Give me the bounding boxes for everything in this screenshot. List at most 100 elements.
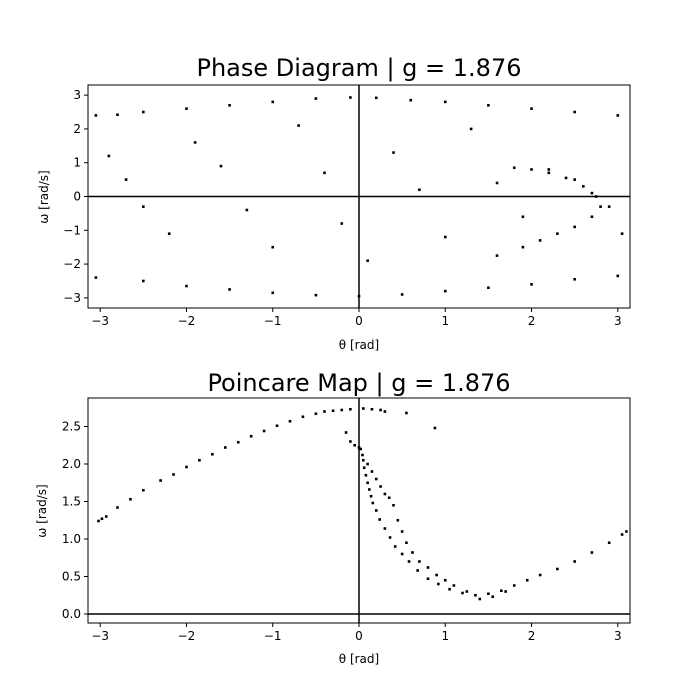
- poincare-map-point: [426, 577, 430, 581]
- poincare-map-point: [198, 458, 201, 462]
- poincare-map-point: [359, 447, 363, 451]
- phase-diagram-point: [620, 232, 624, 235]
- phase-diagram-point: [538, 239, 542, 242]
- phase-diagram-point: [400, 293, 404, 296]
- phase-diagram-point: [185, 107, 188, 110]
- poincare-map-point: [340, 408, 344, 412]
- poincare-map-xtick-label: −1: [264, 629, 282, 643]
- poincare-map-point: [349, 440, 352, 443]
- poincare-map-xtick-label: −2: [178, 629, 196, 643]
- phase-diagram-point: [599, 205, 602, 208]
- poincare-map-point: [104, 515, 108, 518]
- phase-diagram-point: [228, 103, 231, 107]
- poincare-map-xlabel: θ [rad]: [339, 652, 379, 666]
- phase-diagram-point: [142, 279, 145, 283]
- phase-diagram-point: [547, 168, 551, 171]
- poincare-map-point: [378, 518, 381, 521]
- phase-diagram-xtick-label: 0: [355, 314, 363, 328]
- poincare-map-point: [383, 527, 387, 530]
- poincare-map-xtick-label: −3: [91, 629, 109, 643]
- poincare-map-point: [366, 481, 369, 485]
- phase-diagram-point: [107, 154, 111, 158]
- poincare-map-point: [370, 407, 374, 411]
- poincare-map-point: [433, 426, 437, 430]
- phase-diagram-point: [530, 168, 533, 171]
- phase-diagram-point: [297, 124, 300, 127]
- phase-diagram-point: [245, 208, 249, 212]
- phase-diagram-point: [409, 98, 413, 102]
- phase-diagram-point: [349, 96, 352, 99]
- poincare-map-point: [379, 485, 382, 488]
- poincare-map-point: [116, 506, 119, 509]
- poincare-map-title: Poincare Map | g = 1.876: [207, 369, 510, 397]
- phase-diagram-point: [573, 178, 576, 181]
- poincare-map-ylabel: ω [rad/s]: [35, 484, 49, 537]
- phase-diagram-point: [590, 215, 594, 219]
- poincare-map-point: [396, 518, 400, 522]
- phase-diagram-point: [193, 141, 197, 144]
- phase-diagram-xtick-label: −3: [91, 314, 109, 328]
- phase-diagram-ytick-label: 2: [73, 122, 81, 136]
- phase-diagram-point: [314, 97, 318, 100]
- poincare-map-point: [504, 590, 507, 593]
- phase-diagram-point: [271, 245, 275, 249]
- phase-diagram-point: [142, 110, 145, 114]
- phase-diagram-point: [556, 232, 559, 235]
- phase-diagram-point: [495, 254, 499, 257]
- phase-diagram-point: [581, 185, 585, 188]
- poincare-map-point: [512, 584, 516, 587]
- poincare-map-ytick-label: 1.0: [62, 532, 81, 546]
- poincare-map-point: [388, 536, 392, 539]
- poincare-map-point: [249, 434, 253, 438]
- phase-diagram-point: [116, 113, 119, 117]
- poincare-map-point: [435, 573, 438, 577]
- phase-diagram-point: [124, 178, 128, 181]
- phase-diagram-xtick-label: −1: [264, 314, 282, 328]
- poincare-map-point: [371, 501, 375, 505]
- phase-diagram-ylabel: ω [rad/s]: [37, 170, 51, 223]
- poincare-map-point: [362, 458, 365, 462]
- poincare-map-point: [159, 479, 162, 482]
- phase-diagram-point: [392, 151, 395, 154]
- phase-diagram-ytick-label: 1: [73, 156, 81, 170]
- poincare-map-point: [185, 465, 188, 469]
- phase-diagram-point: [228, 288, 231, 291]
- phase-diagram-point: [590, 191, 594, 195]
- poincare-map-point: [366, 462, 369, 466]
- poincare-map-point: [97, 519, 100, 523]
- phase-diagram-xtick-label: 1: [441, 314, 449, 328]
- phase-diagram-point: [167, 232, 171, 235]
- phase-diagram-point: [487, 103, 490, 107]
- poincare-map-point: [400, 552, 404, 556]
- poincare-map-point: [625, 530, 628, 533]
- poincare-map-xtick-label: 2: [528, 629, 536, 643]
- poincare-map-point: [416, 569, 419, 572]
- poincare-map-ytick-label: 0.0: [62, 607, 81, 621]
- poincare-map-point: [142, 488, 145, 492]
- poincare-map-point: [323, 410, 326, 413]
- phase-diagram-title: Phase Diagram | g = 1.876: [197, 54, 522, 82]
- poincare-map-point: [491, 595, 495, 599]
- poincare-map-point: [211, 452, 214, 456]
- poincare-map-point: [556, 567, 559, 571]
- phase-diagram-point: [94, 114, 98, 117]
- poincare-map-point: [573, 560, 576, 563]
- phase-diagram-point: [469, 127, 473, 131]
- poincare-map-point: [387, 496, 391, 500]
- poincare-map-ytick-label: 2.0: [62, 457, 81, 471]
- poincare-map-point: [288, 419, 292, 423]
- poincare-map-point: [374, 509, 378, 512]
- poincare-map-xtick-label: 3: [614, 629, 622, 643]
- phase-diagram-point: [271, 291, 275, 295]
- poincare-map-point: [393, 545, 397, 548]
- poincare-map-point: [426, 566, 430, 569]
- poincare-map-point: [405, 541, 408, 545]
- poincare-map-point: [383, 410, 387, 413]
- poincare-map-point: [129, 497, 132, 501]
- poincare-map-chart: Poincare Map | g = 1.876 θ [rad] ω [rad/…: [35, 369, 631, 666]
- poincare-map-point: [353, 443, 356, 447]
- poincare-map-point: [383, 492, 387, 496]
- phase-diagram-point: [573, 110, 576, 114]
- poincare-map-point: [223, 446, 227, 449]
- poincare-map-point: [262, 429, 266, 433]
